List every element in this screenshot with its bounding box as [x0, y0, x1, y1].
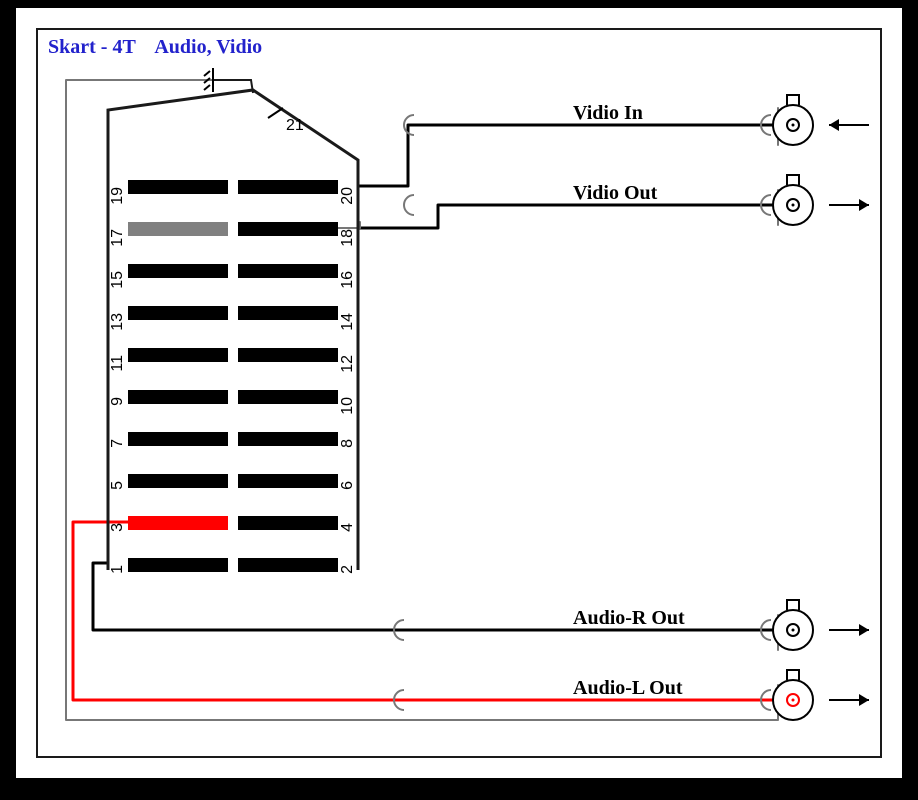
- pin-label-21: 21: [286, 117, 304, 134]
- diagram-frame: Skart - 4T Audio, Vidio 2119171513119753…: [36, 28, 882, 758]
- pin-label-8: 8: [339, 439, 356, 448]
- pin-label-19: 19: [109, 187, 126, 205]
- pin-label-11: 11: [109, 355, 126, 372]
- pin-11: [128, 348, 228, 362]
- pin-18: [238, 222, 338, 236]
- pin-3: [128, 516, 228, 530]
- pin-1: [128, 558, 228, 572]
- wire-w-vin: [358, 125, 773, 186]
- shield-cap-1: [404, 195, 414, 215]
- pin-15: [128, 264, 228, 278]
- pin-label-17: 17: [109, 229, 126, 247]
- pin-6: [238, 474, 338, 488]
- pin-7: [128, 432, 228, 446]
- pin-label-4: 4: [339, 523, 356, 532]
- diagram-canvas: 21 19 17 15 13 11 9 7 5 3 1 20 18 16 14 12 10 8 6 4 2 Vidio I…: [38, 30, 880, 756]
- pin-label-13: 13: [109, 313, 126, 331]
- jack-audio-r-out: Audio-R Out: [573, 600, 869, 650]
- jack-vidio-in: Vidio In: [573, 95, 869, 145]
- pin-label-1: 1: [109, 565, 126, 574]
- jack-vidio-out: Vidio Out: [573, 175, 869, 225]
- pin-label-14: 14: [339, 313, 356, 331]
- paper: Skart - 4T Audio, Vidio 2119171513119753…: [16, 8, 902, 778]
- ground-tick: [204, 85, 210, 90]
- jack-audio-l-out: Audio-L Out: [573, 670, 869, 720]
- jack-label-vidio-out: Vidio Out: [573, 182, 658, 204]
- pin-16: [238, 264, 338, 278]
- pin-5: [128, 474, 228, 488]
- pin-label-3: 3: [109, 523, 126, 532]
- wire-w-vout: [358, 205, 773, 228]
- pin-10: [238, 390, 338, 404]
- pin-label-5: 5: [109, 481, 126, 490]
- pin-2: [238, 558, 338, 572]
- jack-label-audio-r-out: Audio-R Out: [573, 607, 685, 629]
- pin-label-7: 7: [109, 439, 126, 448]
- pin-17: [128, 222, 228, 236]
- pin-label-15: 15: [109, 271, 126, 289]
- pin-label-20: 20: [339, 187, 356, 205]
- pin-14: [238, 306, 338, 320]
- pin-label-6: 6: [339, 481, 356, 490]
- jack-label-vidio-in: Vidio In: [573, 102, 643, 124]
- pin21-tick: [268, 108, 283, 118]
- pin-4: [238, 516, 338, 530]
- diagram-title: Skart - 4T Audio, Vidio: [48, 36, 262, 59]
- pin-label-18: 18: [339, 229, 356, 247]
- pin-12: [238, 348, 338, 362]
- pin-9: [128, 390, 228, 404]
- pin-20: [238, 180, 338, 194]
- scart-outline: [108, 90, 358, 570]
- pin-label-9: 9: [109, 397, 126, 406]
- jack-label-audio-l-out: Audio-L Out: [573, 677, 683, 699]
- pin-8: [238, 432, 338, 446]
- pin-19: [128, 180, 228, 194]
- pin-label-12: 12: [339, 355, 356, 373]
- pin-label-16: 16: [339, 271, 356, 289]
- pin-label-2: 2: [339, 565, 356, 574]
- pin-label-10: 10: [339, 397, 356, 415]
- pin-13: [128, 306, 228, 320]
- ground-tick: [204, 71, 210, 76]
